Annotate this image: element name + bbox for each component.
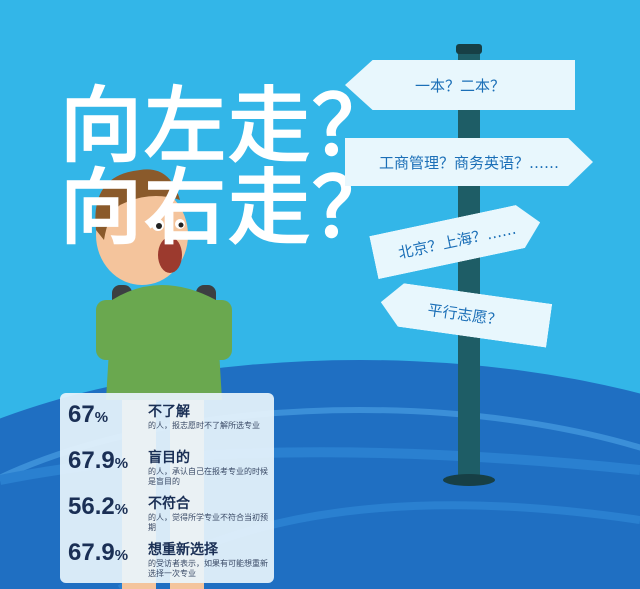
sign-2-text: 工商管理？商务英语？…… <box>378 153 559 172</box>
stat-label: 不了解 <box>148 404 190 420</box>
stat-item: 56.2% 不符合 的人，觉得所学专业不符合当初预期 <box>60 489 274 535</box>
stat-percent: 56.2% <box>68 493 129 520</box>
stat-description: 的人，报志愿时不了解所选专业 <box>148 421 260 430</box>
stat-label: 不符合 <box>148 496 190 512</box>
sign-4-text: 平行志愿？ <box>426 300 504 329</box>
title-line-1: 向左走？ <box>60 79 397 174</box>
stat-label: 盲目的 <box>148 450 190 466</box>
stat-item: 67% 不了解 的人，报志愿时不了解所选专业 <box>60 397 274 443</box>
stat-label: 想重新选择 <box>148 542 218 558</box>
sign-1: 一本？二本？ <box>345 60 575 110</box>
stat-description: 的人，承认自己在报考专业的时候是盲目的 <box>148 467 268 486</box>
title-line-2: 向右走？ <box>60 161 397 256</box>
sign-1-text: 一本？二本？ <box>414 76 505 95</box>
stat-description: 的人，觉得所学专业不符合当初预期 <box>148 513 268 532</box>
sign-2: 工商管理？商务英语？…… <box>345 138 593 186</box>
stat-percent: 67% <box>68 401 109 428</box>
stat-description: 的受访者表示，如果有可能想重新选择一次专业 <box>148 559 268 578</box>
stat-percent: 67.9% <box>68 447 129 474</box>
stat-item: 67.9% 想重新选择 的受访者表示，如果有可能想重新选择一次专业 <box>60 535 274 581</box>
stats-panel: 67% 不了解 的人，报志愿时不了解所选专业 67.9% 盲目的 的人，承认自己… <box>60 393 274 583</box>
stat-item: 67.9% 盲目的 的人，承认自己在报考专业的时候是盲目的 <box>60 443 274 489</box>
stat-percent: 67.9% <box>68 539 129 566</box>
